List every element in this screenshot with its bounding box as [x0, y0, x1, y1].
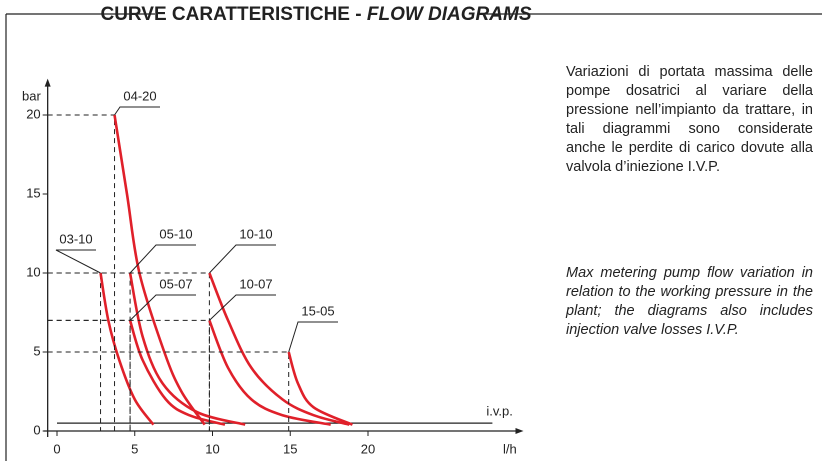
- label-leader: [288, 321, 338, 353]
- x-tick-label: 20: [361, 441, 375, 456]
- y-tick-label: 20: [26, 106, 40, 121]
- x-tick-label: 15: [283, 441, 297, 456]
- x-axis-arrow: [515, 428, 524, 434]
- curve-label: 10-10: [239, 226, 272, 241]
- label-leader: [55, 249, 101, 274]
- guide-line: [47, 272, 102, 431]
- curve: [208, 272, 350, 426]
- guide-line: [47, 319, 131, 431]
- curve-label: 03-10: [59, 231, 92, 246]
- curve: [287, 351, 353, 426]
- x-tick-label: 10: [205, 441, 219, 456]
- y-tick-label: 15: [26, 185, 40, 200]
- label-leader: [129, 294, 196, 321]
- x-axis-label: l/h: [503, 441, 517, 456]
- curve-label: 15-05: [301, 303, 334, 318]
- curve: [113, 114, 206, 426]
- title-main: CURVE CARATTERISTICHE -: [100, 4, 361, 25]
- curve: [99, 272, 155, 426]
- reference-line-label: i.v.p.: [486, 404, 513, 419]
- curve-label: 10-07: [239, 276, 272, 291]
- y-tick-label: 10: [26, 264, 40, 279]
- y-tick-label: 0: [33, 422, 40, 437]
- label-leader: [209, 294, 276, 321]
- x-tick-label: 5: [131, 441, 138, 456]
- y-axis-label: bar: [22, 88, 41, 103]
- curve: [208, 319, 331, 426]
- label-leader: [209, 244, 276, 274]
- curve: [128, 320, 226, 426]
- curve-label: 05-10: [159, 226, 192, 241]
- y-axis-arrow: [44, 78, 51, 87]
- y-tick-label: 5: [33, 343, 40, 358]
- chart-title: CURVE CARATTERISTICHE - FLOW DIAGRAMS: [100, 4, 531, 25]
- curve-label: 04-20: [123, 88, 156, 103]
- curve: [128, 272, 246, 426]
- title-italic: FLOW DIAGRAMS: [367, 4, 532, 25]
- curve-label: 05-07: [159, 276, 192, 291]
- guide-line: [47, 319, 210, 431]
- label-leader: [114, 106, 160, 116]
- description-italian: Variazioni di portata massima delle pomp…: [566, 64, 813, 175]
- label-leader: [129, 244, 196, 274]
- description-english: Max metering pump flow variation in rela…: [566, 265, 813, 338]
- x-tick-label: 0: [53, 441, 60, 456]
